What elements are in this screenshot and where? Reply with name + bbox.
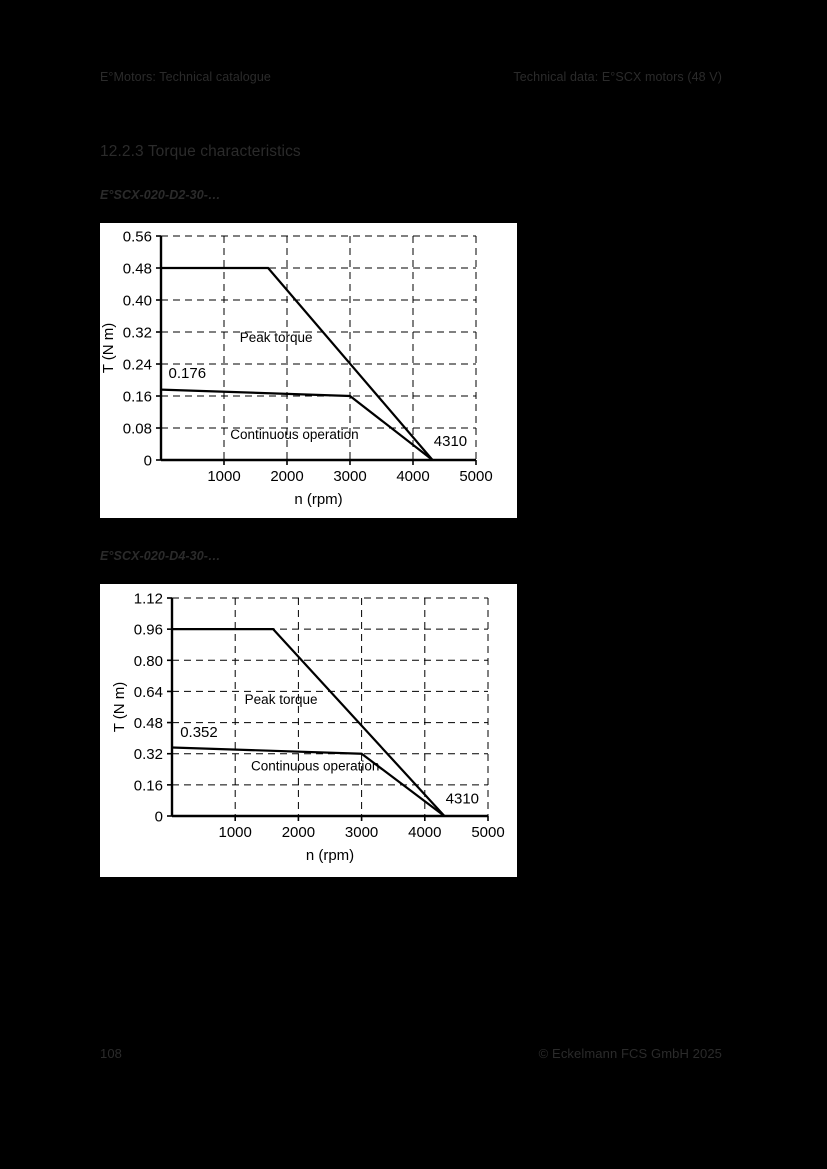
figure-caption-2: E°SCX-020-D4-30-… (100, 549, 221, 563)
y-tick-label: 0 (144, 453, 152, 470)
y-tick-label: 0.32 (123, 325, 152, 342)
x-tick-label: 1000 (219, 824, 252, 841)
series-line (160, 388, 434, 461)
x-tick-label: 3000 (345, 824, 378, 841)
copyright-notice: © Eckelmann FCS GmbH 2025 (538, 1045, 722, 1061)
x-tick-label: 3000 (333, 468, 366, 485)
series-line (161, 266, 434, 461)
y-tick-label: 0.48 (123, 261, 152, 278)
chart-annotation: 4310 (434, 433, 467, 450)
y-tick-label: 0.24 (123, 357, 152, 374)
torque-chart-d4: 0 0.16 0.32 0.48 0.64 0.80 0.96 1.12 1000 2000 300… (100, 584, 517, 877)
y-tick-label: 0.16 (134, 777, 163, 794)
x-tick-label: 2000 (282, 824, 315, 841)
running-head: E°Motors: Technical catalogue Technical … (100, 67, 722, 87)
torque-chart-d2-svg: 0 0.08 0.16 0.24 0.32 0.40 0.48 0.56 1000 2000 300… (100, 229, 493, 509)
y-tick-label: 0.64 (134, 684, 163, 701)
page-number: 108 (100, 1045, 122, 1061)
x-tick-label: 2000 (270, 468, 303, 485)
y-tick-label: 0.40 (123, 293, 152, 310)
x-axis-title: n (rpm) (294, 491, 342, 508)
series-line (171, 746, 446, 817)
torque-chart-d2: 0 0.08 0.16 0.24 0.32 0.40 0.48 0.56 1000 2000 300… (100, 223, 517, 518)
torque-chart-d4-svg: 0 0.16 0.32 0.48 0.64 0.80 0.96 1.12 1000 2000 300… (111, 591, 505, 865)
x-tick-label: 5000 (459, 468, 492, 485)
x-tick-label: 5000 (471, 824, 504, 841)
chart-annotation: 0.176 (169, 365, 207, 382)
chart-annotation: Continuous operation (230, 427, 358, 442)
x-axis-title: n (rpm) (306, 847, 354, 864)
series-line (172, 628, 446, 817)
y-axis-title: T (N m) (111, 682, 128, 733)
page-footer: 108 © Eckelmann FCS GmbH 2025 (100, 1043, 722, 1063)
chart-annotation: Peak torque (240, 330, 313, 345)
x-tick-label: 4000 (396, 468, 429, 485)
y-tick-label: 0.48 (134, 715, 163, 732)
chart-annotation: 4310 (446, 790, 479, 807)
y-tick-label: 0 (155, 809, 163, 826)
y-tick-label: 0.80 (134, 653, 163, 670)
running-head-left: E°Motors: Technical catalogue (100, 70, 271, 84)
figure-caption-1: E°SCX-020-D2-30-… (100, 188, 221, 202)
chart-annotation: Peak torque (245, 692, 318, 707)
y-tick-label: 0.32 (134, 746, 163, 763)
y-tick-label: 0.56 (123, 229, 152, 246)
running-head-right: Technical data: E°SCX motors (48 V) (513, 70, 722, 84)
y-tick-label: 0.96 (134, 622, 163, 639)
section-heading: 12.2.3 Torque characteristics (100, 143, 301, 160)
chart-annotation: 0.352 (180, 724, 218, 741)
y-tick-label: 0.16 (123, 389, 152, 406)
x-tick-label: 1000 (207, 468, 240, 485)
x-tick-label: 4000 (408, 824, 441, 841)
y-tick-label: 0.08 (123, 421, 152, 438)
y-axis-title: T (N m) (100, 323, 117, 374)
y-tick-label: 1.12 (134, 591, 163, 608)
chart-annotation: Continuous operation (251, 758, 379, 773)
